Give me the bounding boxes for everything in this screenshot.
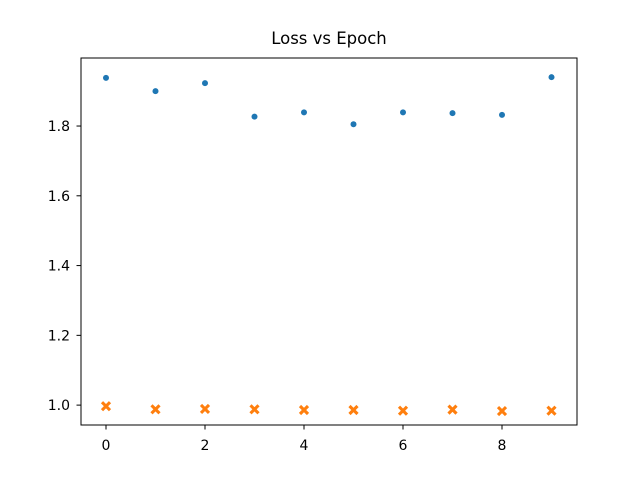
data-point-series-0: [202, 80, 208, 87]
data-point-series-0: [102, 74, 109, 81]
x-tick-label: 8: [498, 438, 507, 454]
data-point-series-0: [152, 88, 159, 95]
y-tick-label: 1.0: [48, 398, 70, 414]
data-point-series-1: [150, 404, 161, 415]
x-tick-label: 2: [201, 438, 210, 454]
data-point-series-1: [397, 405, 409, 416]
data-point-series-1: [298, 404, 310, 416]
data-point-series-1: [348, 404, 359, 416]
data-point-series-0: [400, 109, 407, 116]
x-tick-label: 6: [399, 438, 408, 454]
data-point-series-0: [251, 113, 258, 120]
data-point-series-0: [499, 111, 506, 118]
x-tick-label: 4: [300, 438, 309, 454]
data-point-series-1: [447, 404, 458, 415]
axes-frame: [80, 57, 578, 426]
data-point-series-0: [301, 109, 308, 116]
y-tick-label: 1.2: [48, 328, 70, 344]
plot-area: 0 2 4 6 8 1.0 1.2 1.4 1.6 1.8: [48, 57, 578, 454]
data-point-series-1: [496, 405, 508, 417]
data-point-series-0: [350, 121, 357, 128]
y-tick-label: 1.6: [48, 189, 70, 205]
y-tick-label: 1.8: [48, 119, 70, 135]
y-tick-label: 1.4: [48, 259, 70, 275]
data-point-series-1: [249, 404, 260, 415]
x-tick-label: 0: [102, 438, 111, 454]
data-point-series-0: [548, 74, 555, 81]
data-point-series-0: [449, 110, 456, 117]
chart-title: Loss vs Epoch: [271, 29, 387, 48]
data-point-series-1: [199, 403, 211, 415]
data-point-series-1: [546, 405, 557, 416]
data-point-series-1: [100, 401, 112, 412]
